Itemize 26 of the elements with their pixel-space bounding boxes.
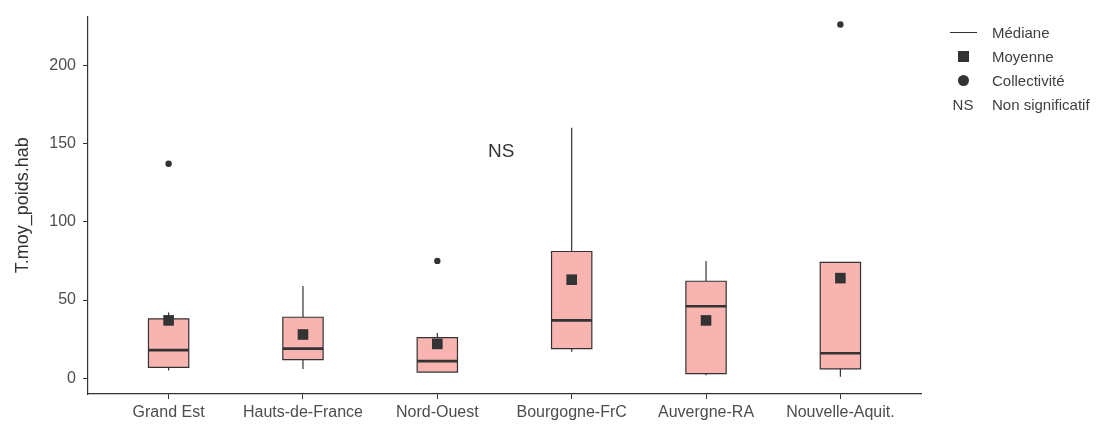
y-tick-label: 200	[49, 55, 77, 73]
x-tick-label: Hauts-de-France	[242, 403, 364, 421]
y-tick-label: 0	[67, 368, 77, 386]
point	[837, 21, 844, 28]
point	[434, 257, 441, 265]
point	[566, 274, 577, 285]
y-tick-label: 100	[49, 212, 77, 230]
point	[700, 315, 712, 326]
y-tick-label: 150	[49, 133, 77, 151]
point	[165, 160, 172, 167]
x-tick-label: Auvergne-RA	[658, 403, 755, 421]
x-tick-label: Bourgogne-FrC	[516, 403, 627, 421]
x-tick-label: Grand Est	[132, 403, 206, 421]
text: Médiane	[992, 24, 1050, 41]
x-tick-label: Nouvelle-Aquit.	[786, 403, 895, 421]
point	[835, 272, 846, 284]
legend-label: Collectivité	[992, 72, 1065, 89]
y-tick-label: 50	[58, 290, 77, 308]
annotation: NS	[487, 139, 515, 161]
text: NS	[952, 96, 974, 113]
point	[163, 315, 174, 326]
legend-label: Moyenne	[992, 48, 1054, 65]
y-axis-title: T.moy_poids.hab	[11, 137, 33, 274]
x-tick-label: Nord-Ouest	[395, 403, 480, 421]
point	[432, 338, 443, 350]
text: Non significatif	[992, 96, 1090, 113]
